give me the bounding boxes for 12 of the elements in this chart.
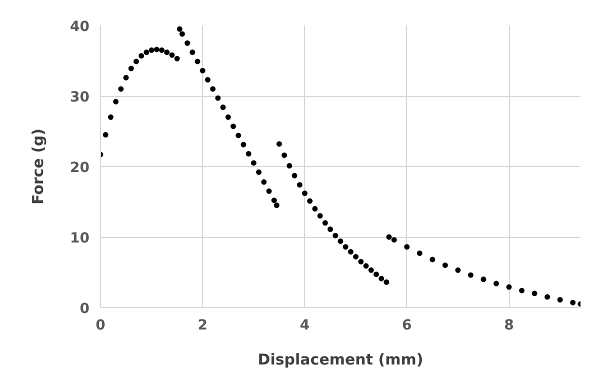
- y-tick-label: 40: [70, 19, 90, 35]
- x-tick-label: 8: [504, 318, 514, 334]
- x-tick-label: 4: [300, 318, 310, 334]
- x-tick-label: 6: [402, 318, 412, 334]
- x-tick-label: 2: [198, 318, 208, 334]
- y-tick-label: 20: [70, 160, 90, 176]
- y-tick-label: 30: [70, 90, 90, 106]
- x-axis-title: Displacement (mm): [258, 350, 424, 368]
- y-tick-label: 10: [70, 230, 90, 246]
- x-tick-label: 0: [96, 318, 106, 334]
- y-tick-label: 0: [80, 301, 90, 317]
- y-axis-title: Force (g): [29, 128, 48, 205]
